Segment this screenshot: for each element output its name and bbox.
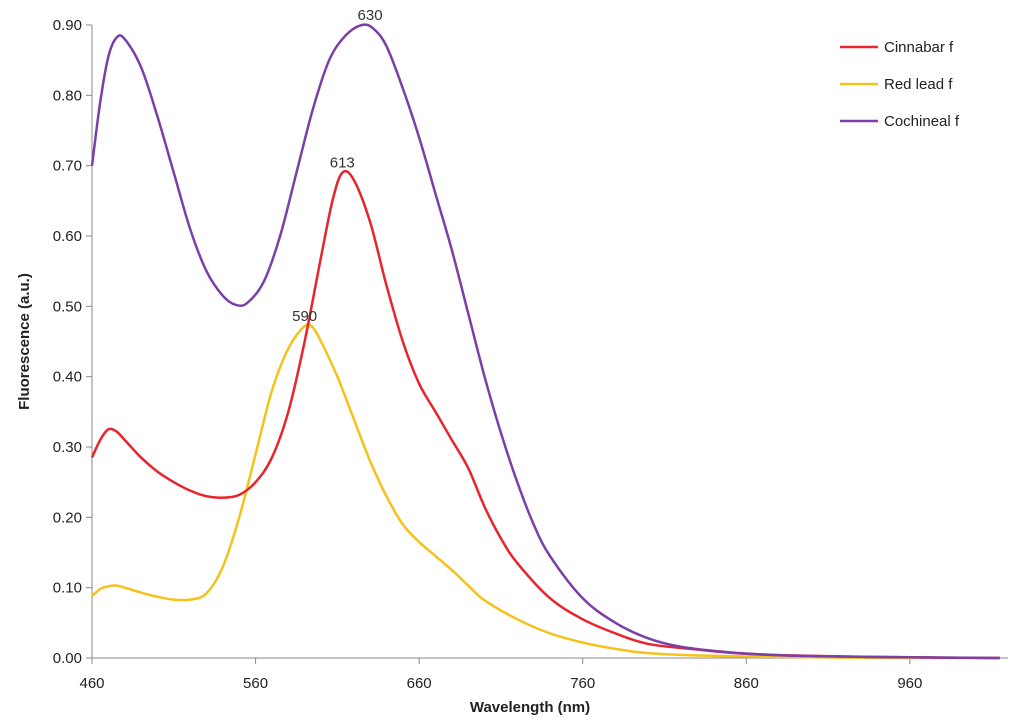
peak-label: 613 <box>330 155 355 172</box>
peak-annotations: 630 613 590 <box>292 7 382 325</box>
legend: Cinnabar f Red lead f Cochineal f <box>840 39 960 130</box>
y-tick-label: 0.70 <box>53 158 82 175</box>
y-tick-label: 0.30 <box>53 439 82 456</box>
series-line-cochineal-f <box>90 23 1000 660</box>
x-tick-label: 560 <box>243 675 268 692</box>
y-tick-label: 0.90 <box>53 17 82 34</box>
y-axis: 0.00 0.10 0.20 0.30 0.40 0.50 0.60 0.70 0.80 0.90 <box>53 17 93 667</box>
x-axis-title: Wavelength (nm) <box>470 699 590 716</box>
x-tick-label: 860 <box>734 675 759 692</box>
x-tick-label: 760 <box>570 675 595 692</box>
legend-label: Cinnabar f <box>884 39 954 56</box>
y-tick-label: 0.20 <box>53 509 82 526</box>
legend-label: Cochineal f <box>884 113 960 130</box>
series-lines <box>90 23 1000 660</box>
x-tick-label: 960 <box>897 675 922 692</box>
y-tick-label: 0.40 <box>53 369 82 386</box>
legend-label: Red lead f <box>884 76 953 93</box>
series-line-cinnabar-f <box>90 169 1000 660</box>
y-tick-label: 0.10 <box>53 580 82 597</box>
y-tick-label: 0.80 <box>53 87 82 104</box>
y-axis-title: Fluorescence (a.u.) <box>16 273 33 410</box>
x-tick-label: 660 <box>407 675 432 692</box>
x-axis: 460 560 660 760 860 960 <box>79 657 1008 692</box>
y-tick-label: 0.60 <box>53 228 82 245</box>
y-tick-label: 0.50 <box>53 298 82 315</box>
series-line-red-lead-f <box>91 323 1000 660</box>
y-tick-label: 0.00 <box>53 650 82 667</box>
x-tick-label: 460 <box>79 675 104 692</box>
peak-label: 630 <box>358 7 383 24</box>
peak-label: 590 <box>292 308 317 325</box>
